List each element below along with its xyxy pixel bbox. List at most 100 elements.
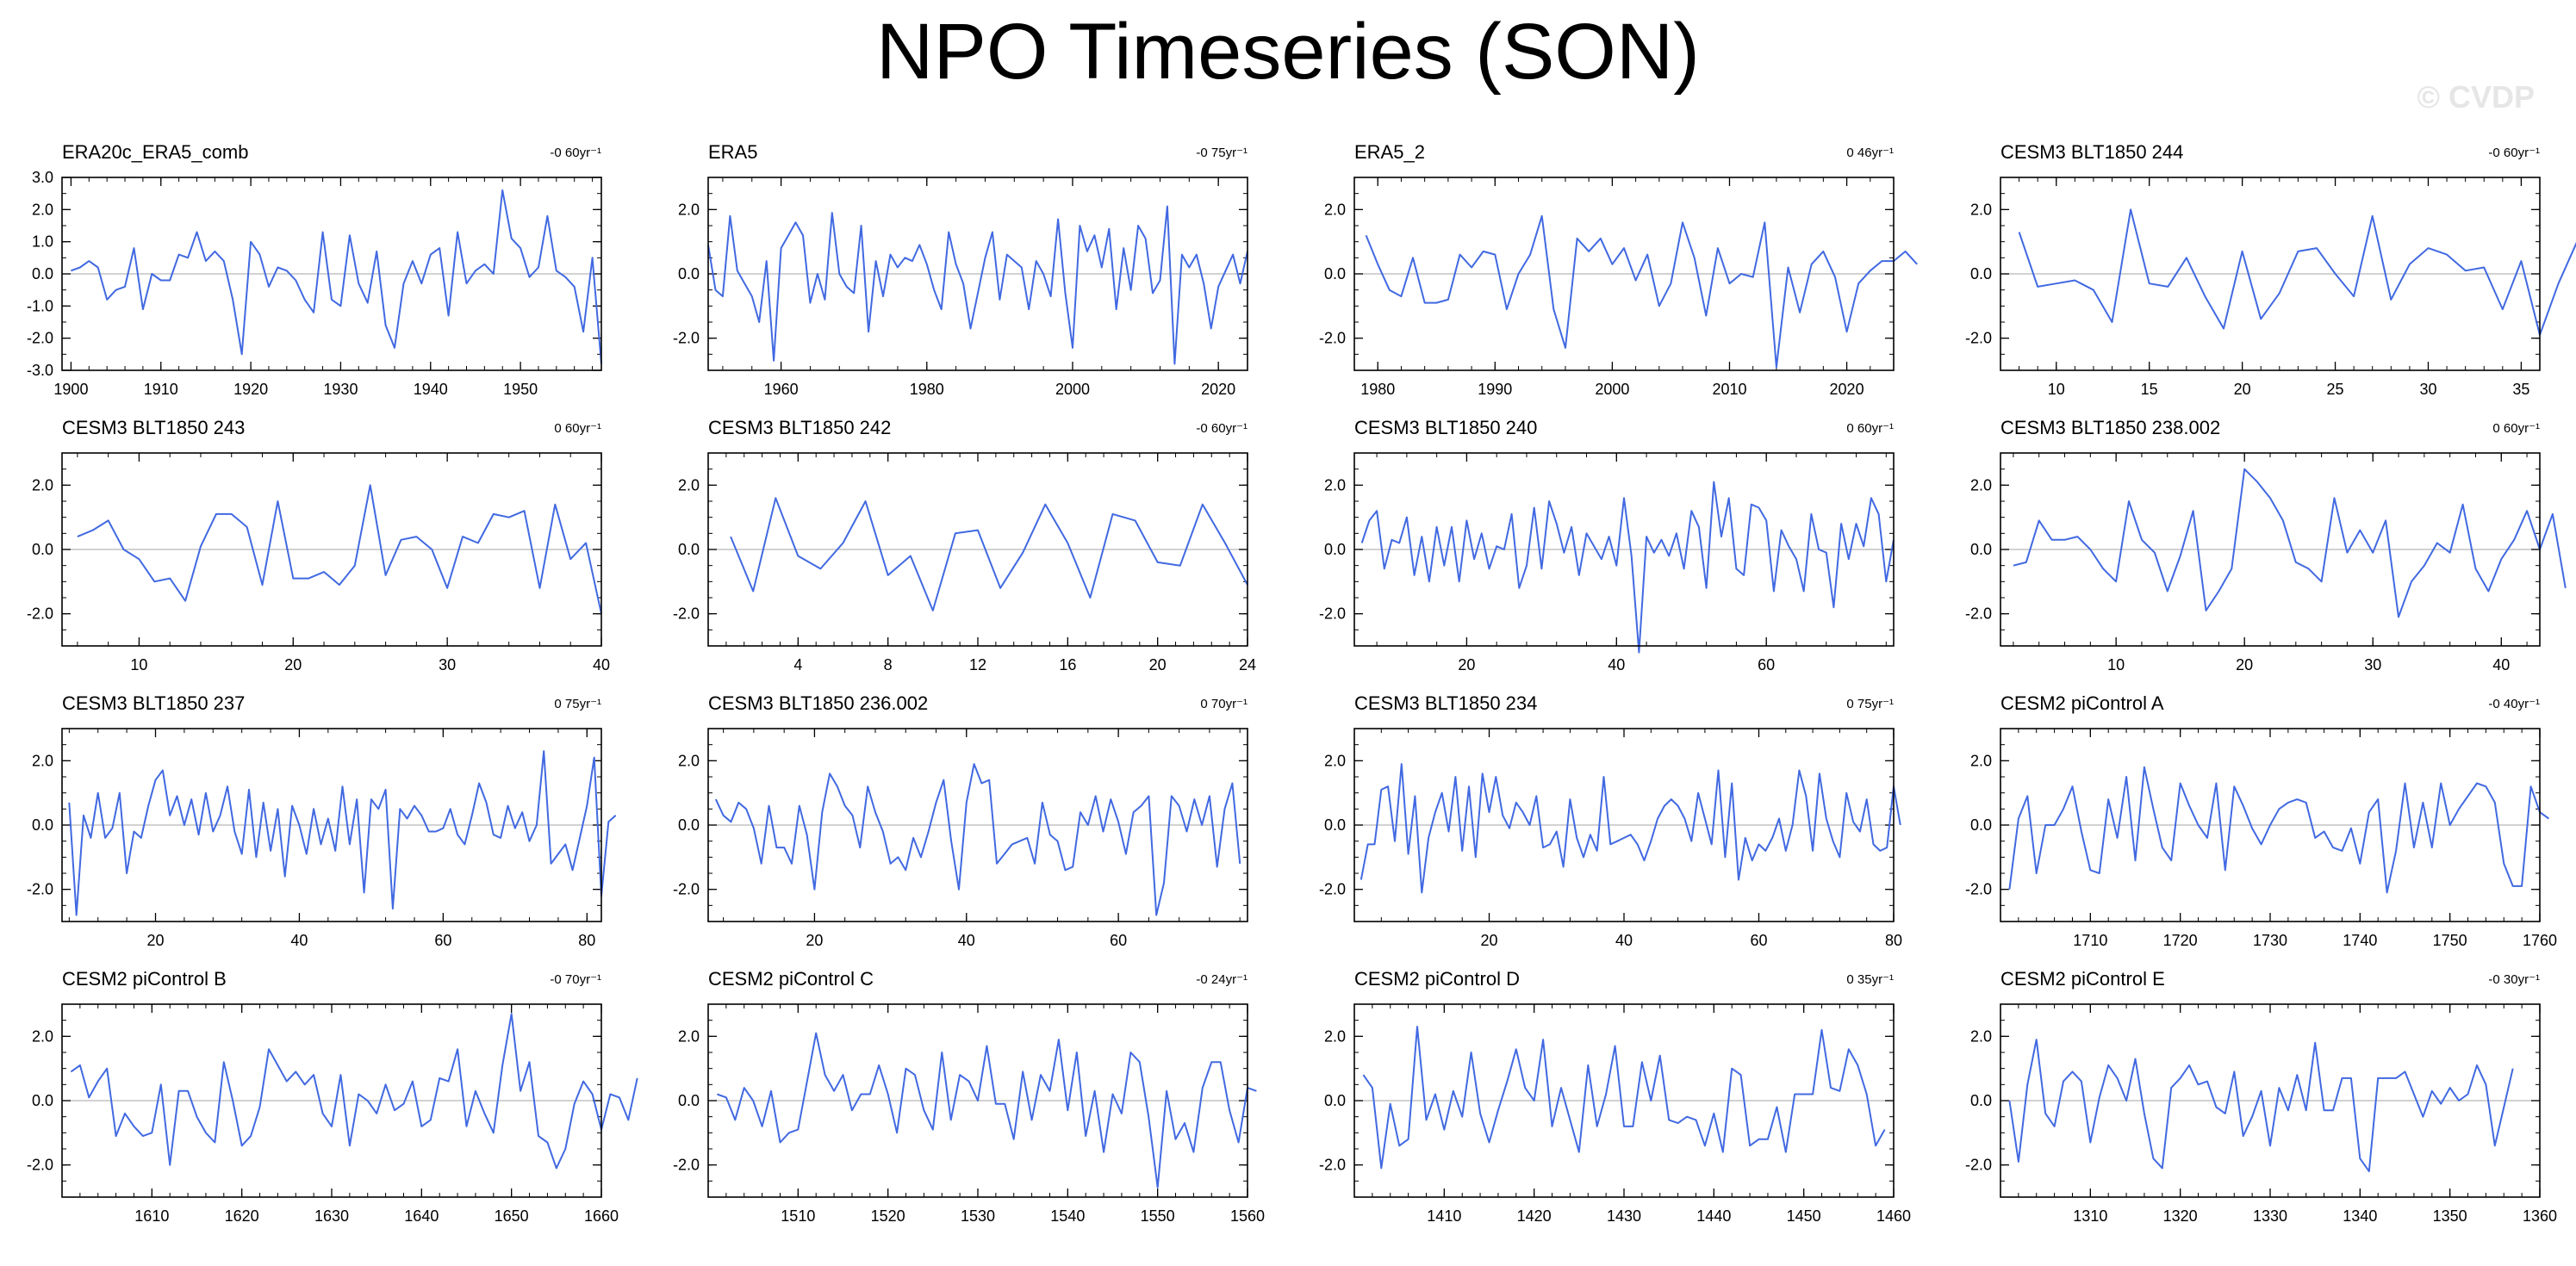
panel-title: CESM3 BLT1850 244 — [2000, 141, 2183, 163]
y-tick-label: 0.0 — [32, 541, 53, 558]
trend-label: 0 60yr⁻¹ — [554, 421, 601, 436]
trend-label: -0 40yr⁻¹ — [2488, 697, 2540, 711]
y-tick-label: 2.0 — [32, 476, 53, 493]
x-tick-label: 1750 — [2433, 932, 2467, 949]
x-tick-label: 1510 — [781, 1207, 815, 1225]
x-tick-label: 8 — [884, 656, 893, 673]
x-tick-label: 1330 — [2253, 1207, 2287, 1225]
y-tick-label: 1.0 — [32, 233, 53, 251]
x-tick-label: 10 — [130, 656, 147, 673]
npo-series-line — [717, 1032, 1257, 1188]
x-tick-label: 1620 — [225, 1207, 259, 1225]
x-tick-label: 1650 — [495, 1207, 529, 1225]
x-tick-label: 2000 — [1055, 381, 1090, 398]
panel-title: CESM3 BLT1850 236.002 — [708, 692, 928, 714]
npo-series-line — [730, 497, 1248, 611]
x-tick-label: 60 — [1758, 656, 1775, 673]
npo-series-line — [707, 205, 1248, 365]
x-tick-label: 24 — [1239, 656, 1256, 673]
y-tick-label: -2.0 — [27, 605, 53, 623]
y-tick-label: 0.0 — [1324, 816, 1346, 834]
y-tick-label: 2.0 — [1324, 1027, 1346, 1045]
npo-series-line — [1360, 481, 1895, 654]
x-tick-label: 20 — [1149, 656, 1167, 673]
trend-label: -0 60yr⁻¹ — [550, 146, 601, 160]
timeseries-panel: CESM3 BLT1850 243 0 60yr⁻¹ -2.0 0.0 2.0 10 20 3… — [27, 417, 610, 673]
panel-title: ERA5 — [708, 141, 757, 163]
x-tick-label: 20 — [284, 656, 302, 673]
y-tick-label: -2.0 — [27, 1157, 53, 1174]
trend-label: -0 60yr⁻¹ — [1196, 421, 1248, 436]
x-tick-label: 20 — [2234, 381, 2251, 398]
y-tick-label: 3.0 — [32, 169, 53, 186]
y-tick-label: 2.0 — [1324, 752, 1346, 769]
x-tick-label: 80 — [578, 932, 595, 949]
x-tick-label: 1930 — [323, 381, 358, 398]
x-tick-label: 1310 — [2073, 1207, 2107, 1225]
npo-series-line — [70, 1013, 638, 1170]
npo-series-line — [71, 189, 602, 364]
x-tick-label: 1950 — [503, 381, 538, 398]
y-tick-label: 0.0 — [1970, 265, 1992, 282]
x-tick-label: 20 — [806, 932, 823, 949]
panel-title: ERA5_2 — [1354, 141, 1425, 163]
x-tick-label: 15 — [2141, 381, 2158, 398]
panel-title: CESM2 piControl E — [2000, 968, 2165, 990]
panel-title: CESM2 piControl D — [1354, 968, 1520, 990]
x-tick-label: 30 — [439, 656, 456, 673]
x-tick-label: 20 — [146, 932, 164, 949]
timeseries-panel: CESM3 BLT1850 238.002 0 60yr⁻¹ -2.0 0.0 2.0 1… — [1965, 417, 2567, 673]
plot-frame — [1353, 177, 1895, 371]
plot-frame — [707, 1003, 1248, 1198]
y-tick-label: -2.0 — [673, 1157, 700, 1174]
x-tick-label: 30 — [2419, 381, 2436, 398]
npo-series-line — [2008, 1039, 2514, 1173]
x-tick-label: 10 — [2107, 656, 2125, 673]
x-tick-label: 1410 — [1427, 1207, 1461, 1225]
y-tick-label: 0.0 — [678, 816, 700, 834]
plot-frame — [2000, 728, 2541, 922]
x-tick-label: 1520 — [871, 1207, 905, 1225]
y-tick-label: -2.0 — [1965, 1157, 1992, 1174]
x-tick-label: 20 — [2236, 656, 2253, 673]
plot-frame — [61, 177, 602, 371]
x-tick-label: 1720 — [2163, 932, 2198, 949]
x-tick-label: 1610 — [134, 1207, 169, 1225]
x-tick-label: 20 — [1480, 932, 1497, 949]
y-tick-label: -2.0 — [673, 330, 700, 347]
x-tick-label: 1980 — [1360, 381, 1395, 398]
x-tick-label: 1730 — [2253, 932, 2287, 949]
y-tick-label: -2.0 — [1965, 605, 1992, 623]
x-tick-label: 2020 — [1201, 381, 1235, 398]
y-tick-label: 2.0 — [1324, 476, 1346, 493]
panel-title: CESM3 BLT1850 237 — [62, 692, 245, 714]
y-tick-label: 2.0 — [32, 1027, 53, 1045]
x-tick-label: 1540 — [1050, 1207, 1085, 1225]
x-tick-label: 1350 — [2433, 1207, 2467, 1225]
x-tick-label: 1990 — [1478, 381, 1512, 398]
timeseries-panel: CESM2 piControl B -0 70yr⁻¹ -2.0 0.0 2.0 1610… — [27, 968, 638, 1225]
plot-frame — [2000, 1003, 2541, 1198]
x-tick-label: 1420 — [1517, 1207, 1552, 1225]
x-tick-label: 1320 — [2163, 1207, 2198, 1225]
trend-label: 0 35yr⁻¹ — [1846, 972, 1894, 987]
npo-series-line — [2008, 766, 2549, 894]
y-tick-label: -1.0 — [27, 297, 53, 314]
plot-frame — [1353, 1003, 1895, 1198]
y-tick-label: 0.0 — [1970, 816, 1992, 834]
x-tick-label: 1530 — [961, 1207, 995, 1225]
x-tick-label: 40 — [593, 656, 610, 673]
x-tick-label: 40 — [290, 932, 308, 949]
trend-label: -0 24yr⁻¹ — [1196, 972, 1248, 987]
y-tick-label: -2.0 — [1319, 881, 1346, 898]
x-tick-label: 1560 — [1230, 1207, 1265, 1225]
trend-label: -0 30yr⁻¹ — [2488, 972, 2540, 987]
x-tick-label: 1340 — [2343, 1207, 2377, 1225]
y-tick-label: -3.0 — [27, 362, 53, 379]
x-tick-label: 4 — [793, 656, 802, 673]
x-tick-label: 25 — [2327, 381, 2344, 398]
npo-series-line — [77, 484, 602, 614]
x-tick-label: 1760 — [2523, 932, 2557, 949]
x-tick-label: 1960 — [764, 381, 799, 398]
y-tick-label: 0.0 — [1970, 541, 1992, 558]
